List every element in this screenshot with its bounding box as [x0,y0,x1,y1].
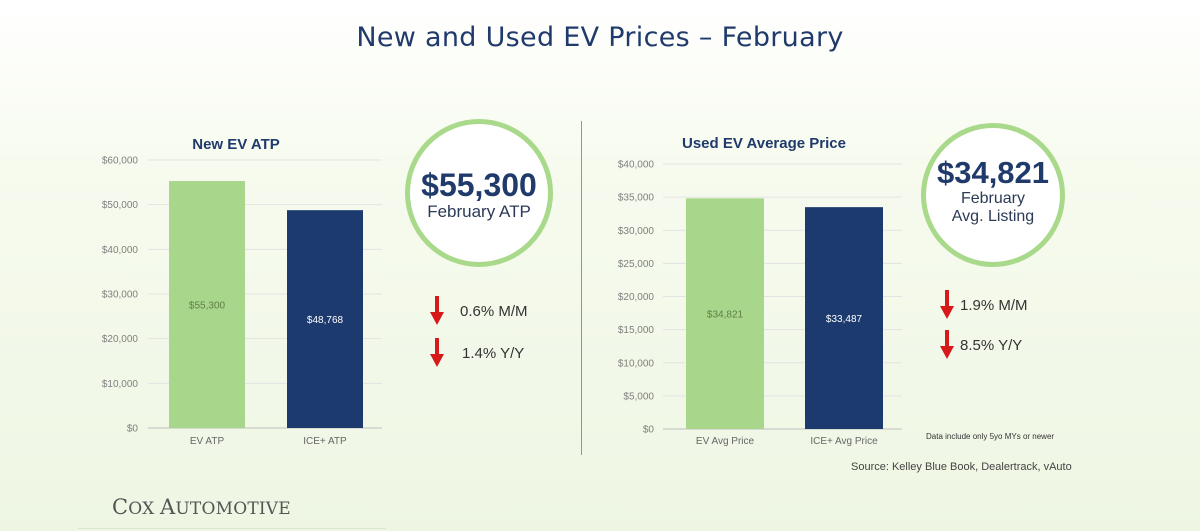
y-tick-label: $0 [127,424,139,435]
y-tick-label: $50,000 [102,200,139,211]
bar [805,207,883,429]
logo-rule [78,528,386,529]
new-ev-highlight-value: $55,300 [421,167,537,203]
used-ev-change-mm-text: 1.9% M/M [960,296,1028,314]
y-tick-label: $25,000 [618,259,655,270]
used-ev-change-mm: 1.9% M/M [940,290,1028,320]
category-label: ICE+ Avg Price [810,436,878,447]
y-tick-label: $30,000 [102,290,139,301]
bar [287,210,363,428]
y-tick-label: $10,000 [102,379,139,390]
new-ev-change-yy-text: 1.4% Y/Y [462,344,525,362]
data-footnote: Data include only 5yo MYs or newer [926,432,1055,441]
down-arrow-icon [940,290,954,320]
y-tick-label: $15,000 [618,325,655,336]
y-tick-label: $10,000 [618,358,655,369]
used-ev-change-yy-text: 8.5% Y/Y [960,336,1023,354]
used-ev-highlight-circle: $34,821 February Avg. Listing [921,123,1065,267]
y-tick-label: $30,000 [618,226,655,237]
new-ev-highlight-circle: $55,300 February ATP [405,119,553,267]
data-label: $55,300 [189,300,226,311]
bar [169,180,245,428]
y-tick-label: $35,000 [618,193,655,204]
source-note: Source: Kelley Blue Book, Dealertrack, v… [851,461,1072,473]
category-label: EV ATP [190,436,225,447]
new-ev-change-mm: 0.6% M/M [430,296,528,326]
bar [686,198,764,429]
chart-title: Used EV Average Price [682,135,846,152]
new-ev-atp-chart: New EV ATP $0 $10,000 $20,000 $30,000 $40,000… [102,136,382,447]
new-ev-change-yy: 1.4% Y/Y [430,338,524,368]
y-tick-label: $0 [643,425,655,436]
new-ev-change-mm-text: 0.6% M/M [460,302,528,320]
data-label: $33,487 [826,314,863,325]
cox-automotive-logo: COX AUTOMOTIVE [112,495,291,519]
down-arrow-icon [430,296,444,326]
y-tick-label: $40,000 [618,160,655,171]
data-label: $48,768 [307,315,344,326]
used-ev-change-yy: 8.5% Y/Y [940,330,1022,360]
used-ev-highlight-label-1: February [960,190,1026,207]
divider [581,121,582,455]
category-label: EV Avg Price [696,436,755,447]
down-arrow-icon [940,330,954,360]
logo-text: COX AUTOMOTIVE [112,495,291,519]
used-ev-highlight-label-2: Avg. Listing [951,208,1035,225]
new-ev-highlight-label: February ATP [427,202,531,221]
page-title: New and Used EV Prices – February [356,22,844,53]
y-tick-label: $5,000 [623,391,654,402]
down-arrow-icon [430,338,444,368]
data-label: $34,821 [707,310,744,321]
chart-title: New EV ATP [192,136,280,153]
y-tick-label: $20,000 [618,292,655,303]
y-tick-label: $60,000 [102,156,139,167]
y-tick-label: $20,000 [102,334,139,345]
category-label: ICE+ ATP [303,436,347,447]
y-tick-label: $40,000 [102,245,139,256]
used-ev-highlight-value: $34,821 [936,155,1050,190]
